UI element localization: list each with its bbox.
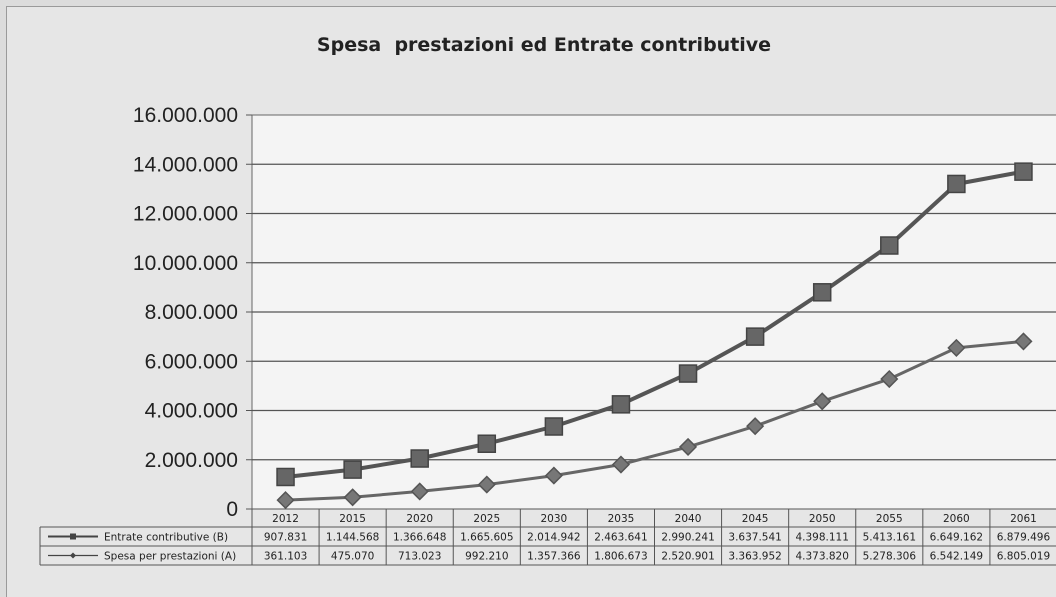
data-point-square <box>678 364 698 383</box>
y-tick-label: 2.000.000 <box>145 449 238 472</box>
table-cell-value: 3.637.541 <box>728 532 781 544</box>
chart-frame: Spesa prestazioni ed Entrate contributiv… <box>6 6 1056 597</box>
y-tick-label: 8.000.000 <box>145 301 238 324</box>
data-point-diamond <box>678 437 698 456</box>
x-category-label: 2050 <box>809 513 836 525</box>
data-point-diamond <box>343 488 362 507</box>
x-category-label: 2020 <box>406 513 433 525</box>
data-point-diamond <box>746 417 765 436</box>
x-category-label: 2012 <box>272 513 299 525</box>
table-cell-value: 2.014.942 <box>527 532 580 544</box>
table-cell-value: 5.413.161 <box>863 532 916 544</box>
table-cell-value: 1.357.366 <box>527 551 581 563</box>
series-line-2 <box>285 339 1024 502</box>
chart-title: Spesa prestazioni ed Entrate contributiv… <box>317 34 771 56</box>
x-category-label: 2015 <box>339 513 366 525</box>
data-point-diamond <box>611 455 631 474</box>
table-cell-value: 4.398.111 <box>795 532 848 544</box>
x-category-label: 2035 <box>608 513 635 525</box>
y-tick-label: 12.000.000 <box>133 203 238 226</box>
y-tick-label: 14.000.000 <box>133 153 238 176</box>
table-cell-value: 6.879.496 <box>997 532 1051 544</box>
series-line-1 <box>285 169 1024 479</box>
x-category-label: 2061 <box>1010 513 1037 525</box>
y-tick-label: 4.000.000 <box>145 400 238 423</box>
table-cell-value: 6.805.019 <box>997 551 1050 563</box>
table-cell-value: 713.023 <box>398 551 441 563</box>
data-point-diamond <box>477 475 496 494</box>
data-point-square <box>343 460 362 479</box>
data-point-square <box>1014 162 1033 181</box>
table-cell-value: 907.831 <box>264 532 307 544</box>
y-tick-label: 6.000.000 <box>145 350 238 373</box>
table-cell-value: 475.070 <box>331 551 374 563</box>
legend-series-name: Spesa per prestazioni (A) <box>104 551 236 563</box>
x-category-label: 2045 <box>742 513 769 525</box>
data-point-diamond <box>410 482 429 501</box>
y-tick-label: 10.000.000 <box>133 252 238 275</box>
table-cell-value: 5.278.306 <box>863 551 917 563</box>
data-point-diamond <box>880 369 899 389</box>
x-category-label: 2030 <box>541 513 568 525</box>
table-cell-value: 1.366.648 <box>393 532 446 544</box>
data-point-diamond <box>947 338 966 357</box>
data-point-square <box>812 283 832 302</box>
x-category-label: 2060 <box>943 513 970 525</box>
legend-key-diamond <box>70 552 76 559</box>
data-point-diamond <box>1014 332 1033 351</box>
data-point-square <box>276 467 295 487</box>
table-cell-value: 992.210 <box>465 551 508 563</box>
y-tick-label: 0 <box>226 498 238 521</box>
data-point-square <box>477 434 497 453</box>
data-point-diamond <box>276 491 295 510</box>
data-point-square <box>544 417 564 436</box>
table-cell-value: 1.806.673 <box>594 551 647 563</box>
x-category-label: 2055 <box>876 513 903 525</box>
data-point-square <box>410 449 429 468</box>
legend-series-name: Entrate contributive (B) <box>104 532 228 544</box>
table-cell-value: 6.649.162 <box>930 532 983 544</box>
y-tick-label: 16.000.000 <box>133 104 238 127</box>
data-point-diamond <box>544 466 563 485</box>
data-point-square <box>611 395 631 414</box>
legend-key-square <box>70 533 76 540</box>
x-category-label: 2040 <box>675 513 702 525</box>
data-point-square <box>745 327 765 346</box>
data-point-square <box>947 174 966 194</box>
table-cell-value: 2.463.641 <box>594 532 647 544</box>
data-point-diamond <box>813 392 832 411</box>
line-chart: Spesa prestazioni ed Entrate contributiv… <box>39 34 1056 566</box>
table-cell-value: 1.665.605 <box>460 532 513 544</box>
table-cell-value: 3.363.952 <box>728 551 781 563</box>
table-cell-value: 1.144.568 <box>326 532 379 544</box>
table-cell-value: 2.990.241 <box>661 532 714 544</box>
table-cell-value: 361.103 <box>264 551 307 563</box>
x-category-label: 2025 <box>473 513 500 525</box>
table-cell-value: 6.542.149 <box>930 551 983 563</box>
table-cell-value: 4.373.820 <box>795 551 848 563</box>
data-point-square <box>880 236 899 255</box>
table-cell-value: 2.520.901 <box>661 551 714 563</box>
